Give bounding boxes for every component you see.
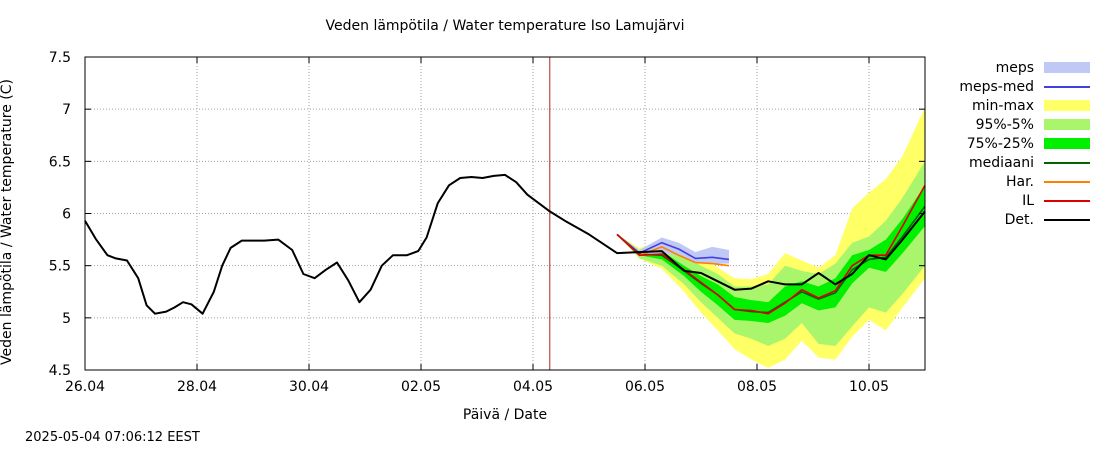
y-tick-label: 5 bbox=[62, 311, 71, 327]
x-tick-label: 08.05 bbox=[737, 379, 777, 395]
x-tick-label: 04.05 bbox=[513, 379, 553, 395]
x-tick-label: 26.04 bbox=[65, 379, 105, 395]
legend-label: Har. bbox=[1005, 173, 1034, 190]
legend-item: mediaani bbox=[940, 153, 1090, 172]
legend-item: 75%-25% bbox=[940, 134, 1090, 153]
legend: meps meps-med min-max 95%-5% 75%-25% med… bbox=[940, 58, 1090, 229]
legend-item: Har. bbox=[940, 172, 1090, 191]
chart-title: Veden lämpötila / Water temperature Iso … bbox=[325, 18, 685, 34]
series-band bbox=[617, 234, 729, 264]
legend-label: mediaani bbox=[969, 154, 1034, 171]
x-tick-label: 28.04 bbox=[177, 379, 217, 395]
y-tick-label: 5.5 bbox=[49, 259, 71, 275]
legend-item: min-max bbox=[940, 96, 1090, 115]
y-tick-label: 7 bbox=[62, 102, 71, 118]
legend-item: meps bbox=[940, 58, 1090, 77]
legend-label: Det. bbox=[1004, 211, 1034, 228]
legend-item: meps-med bbox=[940, 77, 1090, 96]
timestamp: 2025-05-04 07:06:12 EEST bbox=[25, 430, 200, 445]
legend-swatch bbox=[1044, 138, 1090, 149]
legend-swatch bbox=[1044, 180, 1090, 183]
y-tick-label: 6 bbox=[62, 207, 71, 223]
x-tick-label: 02.05 bbox=[401, 379, 441, 395]
y-tick-label: 6.5 bbox=[49, 154, 71, 170]
x-axis-label: Päivä / Date bbox=[462, 407, 548, 423]
x-tick-label: 10.05 bbox=[849, 379, 889, 395]
x-tick-label: 30.04 bbox=[289, 379, 329, 395]
legend-swatch bbox=[1044, 199, 1090, 202]
series-band bbox=[617, 161, 925, 346]
legend-item: IL bbox=[940, 191, 1090, 210]
y-axis-label: Veden lämpötila / Water temperature (C) bbox=[0, 79, 15, 365]
legend-swatch bbox=[1044, 119, 1090, 130]
legend-swatch bbox=[1044, 85, 1090, 88]
legend-label: 75%-25% bbox=[966, 135, 1034, 152]
legend-item: Det. bbox=[940, 210, 1090, 229]
legend-swatch bbox=[1044, 62, 1090, 73]
legend-label: IL bbox=[1022, 192, 1034, 209]
legend-label: meps-med bbox=[959, 78, 1034, 95]
legend-swatch bbox=[1044, 100, 1090, 111]
y-tick-label: 4.5 bbox=[49, 363, 71, 379]
y-tick-label: 7.5 bbox=[49, 50, 71, 66]
legend-item: 95%-5% bbox=[940, 115, 1090, 134]
series-line bbox=[84, 173, 926, 315]
legend-swatch bbox=[1044, 218, 1090, 221]
legend-label: min-max bbox=[972, 97, 1034, 114]
legend-swatch bbox=[1044, 161, 1090, 164]
legend-label: 95%-5% bbox=[975, 116, 1034, 133]
series-band bbox=[617, 185, 925, 323]
legend-label: meps bbox=[995, 59, 1034, 76]
x-tick-label: 06.05 bbox=[625, 379, 665, 395]
